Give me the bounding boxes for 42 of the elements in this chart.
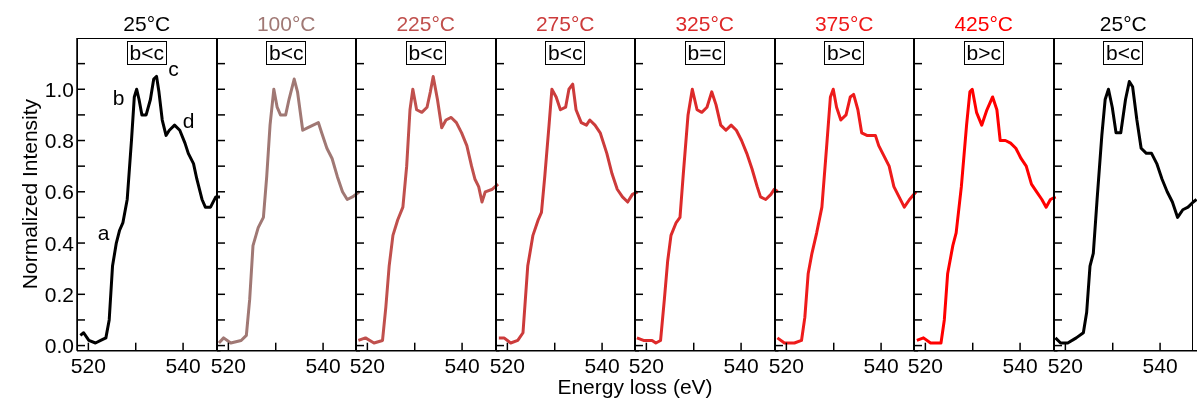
x-tick-label: 540: [165, 353, 201, 377]
x-tick-label: 520: [1047, 353, 1083, 377]
y-axis-title: Normalized Intensity: [18, 99, 42, 290]
x-axis-title: Energy loss (eV): [557, 375, 713, 399]
x-tick-label: 540: [1002, 353, 1038, 377]
x-tick-label: 520: [210, 353, 246, 377]
annotation: b: [112, 85, 125, 109]
annotation: b<c: [126, 41, 167, 65]
annotation: b<c: [1103, 41, 1144, 65]
annotation: b<c: [545, 41, 586, 65]
annotation: b>c: [963, 41, 1004, 65]
annotation: b<c: [405, 41, 446, 65]
x-tick-label: 520: [907, 353, 943, 377]
chart-title: 25°C: [1098, 12, 1148, 36]
x-tick-label: 520: [628, 353, 664, 377]
chart-title: 325°C: [674, 12, 736, 36]
x-tick-label: 540: [863, 353, 899, 377]
y-tick-label: 1.0: [44, 77, 74, 101]
annotation: b=c: [684, 41, 725, 65]
x-tick-label: 520: [768, 353, 804, 377]
x-tick-label: 540: [305, 353, 341, 377]
x-tick-label: 520: [349, 353, 385, 377]
x-tick-label: 540: [723, 353, 759, 377]
chart-title: 225°C: [395, 12, 457, 36]
annotation: d: [182, 109, 195, 133]
chart-title: 375°C: [813, 12, 875, 36]
y-tick-label: 0.8: [44, 128, 74, 152]
y-tick-label: 0.6: [44, 180, 74, 204]
annotation: a: [97, 220, 110, 244]
chart-title: 25°C: [122, 12, 172, 36]
chart-title: 275°C: [534, 12, 596, 36]
annotation: b>c: [824, 41, 865, 65]
annotation: c: [168, 56, 179, 80]
y-tick-label: 0.4: [44, 231, 75, 255]
chart-title: 425°C: [953, 12, 1015, 36]
x-tick-label: 540: [584, 353, 620, 377]
chart-title: 100°C: [255, 12, 317, 36]
x-tick-label: 540: [1142, 353, 1178, 377]
y-tick-label: 0.2: [44, 282, 74, 306]
x-tick-label: 520: [489, 353, 525, 377]
x-tick-label: 540: [444, 353, 480, 377]
annotation: b<c: [266, 41, 307, 65]
